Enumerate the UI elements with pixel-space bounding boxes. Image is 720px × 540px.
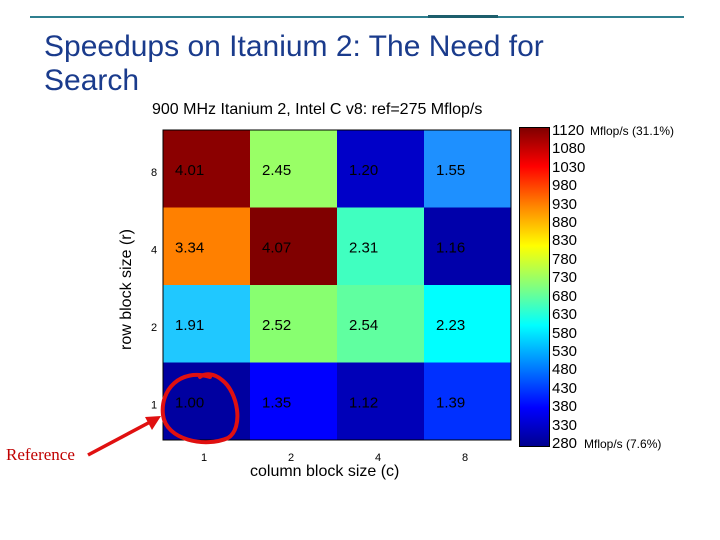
colorbar-tick-label: 880 (552, 214, 578, 232)
y-tick-label: 2 (151, 322, 157, 334)
heatmap-cell (250, 362, 337, 440)
colorbar-tick-label: 980 (552, 177, 578, 195)
colorbar-min-label: Mflop/s (7.6%) (584, 437, 662, 451)
cell-value-label: 1.00 (175, 394, 204, 411)
plot-frame (162, 129, 512, 441)
colorbar-max-label: Mflop/s (31.1%) (590, 124, 675, 138)
chart-title: 900 MHz Itanium 2, Intel C v8: ref=275 M… (152, 101, 483, 118)
colorbar-tick-label: 330 (552, 416, 578, 434)
colorbar-tick-label: 930 (552, 195, 578, 213)
colorbar-tick-label: 830 (552, 232, 578, 250)
heatmap-cell (337, 130, 424, 208)
cell-value-label: 2.52 (262, 317, 291, 334)
cell-value-label: 2.31 (349, 239, 378, 256)
colorbar-tick-label: 780 (552, 250, 578, 268)
colorbar-tick-label: 630 (552, 306, 578, 324)
colorbar-tick-label: 280 (552, 435, 578, 452)
cell-value-label: 3.34 (175, 239, 204, 256)
heatmap-cell (250, 207, 337, 285)
colorbar-tick-label: 380 (552, 398, 578, 416)
y-tick-label: 8 (151, 167, 157, 179)
cell-value-label: 1.20 (349, 162, 378, 179)
colorbar-tick-label: 430 (552, 379, 578, 397)
heatmap-cell (337, 285, 424, 363)
slide-title: Speedups on Itanium 2: The Need for Sear… (44, 30, 544, 97)
reference-arrow-head (145, 416, 161, 430)
cell-value-label: 1.39 (436, 394, 465, 411)
cell-value-label: 2.23 (436, 317, 465, 334)
heatmap-cell (424, 362, 511, 440)
colorbar-tick-label: 730 (552, 269, 578, 287)
x-tick-label: 4 (375, 452, 381, 464)
heatmap-cell (163, 285, 250, 363)
reference-arrow-line (87, 419, 153, 457)
heatmap-cell (424, 130, 511, 208)
heatmap-cell (337, 362, 424, 440)
x-tick-label: 2 (288, 452, 294, 464)
colorbar-tick-label: 530 (552, 342, 578, 360)
cell-value-label: 2.54 (349, 317, 378, 334)
cell-value-label: 4.07 (262, 239, 291, 256)
colorbar (519, 127, 550, 447)
y-tick-label: 4 (151, 245, 157, 257)
colorbar-tick-label: 1030 (552, 158, 586, 176)
colorbar-tick-label: 1120 (552, 122, 585, 139)
heatmap-cell (250, 285, 337, 363)
heatmap-cell (337, 207, 424, 285)
x-axis-label: column block size (c) (250, 463, 400, 480)
heatmap-cell (250, 130, 337, 208)
cell-value-label: 1.16 (436, 239, 465, 256)
cell-value-label: 1.91 (175, 317, 204, 334)
heatmap-cell (424, 207, 511, 285)
cell-value-label: 1.55 (436, 162, 465, 179)
top-rule (30, 16, 684, 18)
cell-value-label: 4.01 (175, 162, 204, 179)
reference-circle-mark (160, 372, 240, 445)
heatmap-cell (163, 130, 250, 208)
y-tick-label: 1 (151, 400, 157, 412)
x-tick-label: 1 (201, 452, 207, 464)
cell-value-label: 1.12 (349, 394, 378, 411)
colorbar-tick-label: 1080 (552, 140, 586, 158)
heatmap-cell (163, 207, 250, 285)
colorbar-tick-label: 680 (552, 287, 578, 305)
cell-value-label: 2.45 (262, 162, 291, 179)
heatmap-cell (424, 285, 511, 363)
cell-value-label: 1.35 (262, 394, 291, 411)
top-rule-accent (428, 15, 498, 18)
colorbar-tick-label: 580 (552, 324, 578, 342)
reference-label: Reference (6, 445, 75, 464)
x-tick-label: 8 (462, 452, 468, 464)
colorbar-tick-label: 480 (552, 361, 578, 379)
